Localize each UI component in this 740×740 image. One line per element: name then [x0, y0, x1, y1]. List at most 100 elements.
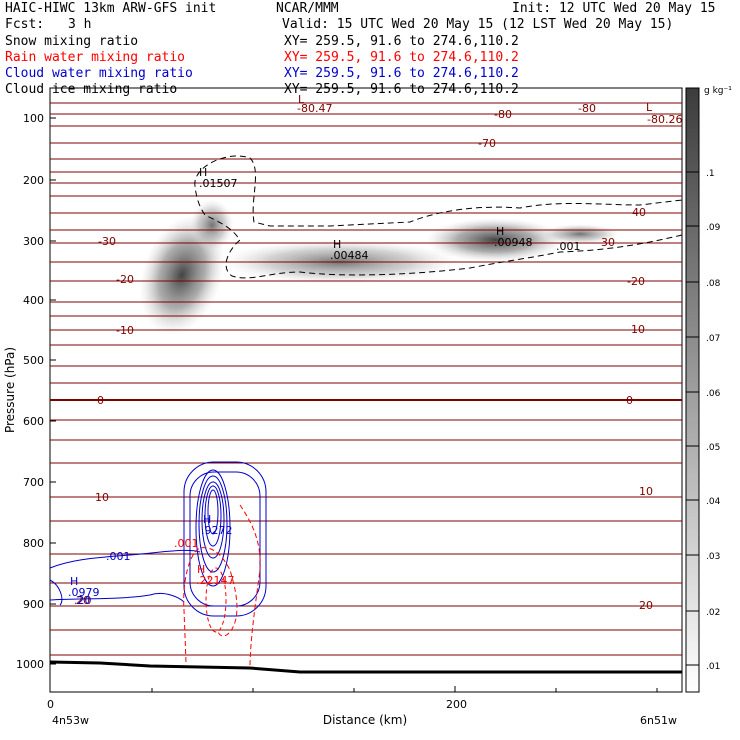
rain-max-marker: H: [197, 563, 205, 576]
model-title: HAIC-HIWC 13km ARW-GFS init: [5, 1, 217, 16]
colorbar-label: .01: [706, 662, 720, 672]
snow-shade-mid: [190, 199, 234, 251]
field-cloud-water-xy: XY= 259.5, 91.6 to 274.6,110.2: [284, 66, 519, 81]
rain-contour-inner: [205, 567, 227, 633]
snow-shade-east: [425, 218, 565, 262]
cloud-water-max-marker: H: [70, 575, 78, 588]
x-axis-title: Distance (km): [323, 713, 407, 727]
colorbar-label: .09: [706, 223, 721, 233]
y-tick-label: 300: [23, 235, 44, 248]
x-tick-label: 0: [47, 698, 54, 711]
y-tick-label: 700: [23, 476, 44, 489]
rain-contour-001: [183, 504, 261, 669]
x-start-location: 4n53w: [52, 714, 89, 727]
temp-label: 20: [639, 599, 653, 612]
cloud-water-max-value: .0979: [68, 586, 100, 599]
cloud-water-contour-label: .001: [106, 550, 131, 563]
colorbar-label: .06: [706, 389, 721, 399]
cw-contour-low: [49, 579, 63, 606]
temp-label: 0: [97, 394, 104, 407]
y-tick-label: 800: [23, 537, 44, 550]
y-tick-label: 500: [23, 354, 44, 367]
snow-contour-label: .001: [556, 240, 581, 253]
colorbar-ticks: [686, 171, 699, 666]
snow-max-marker: H: [496, 225, 504, 238]
y-tick-label: 400: [23, 294, 44, 307]
colorbar-unit: g kg⁻¹: [704, 86, 732, 96]
y-tick-label: 1000: [16, 658, 44, 671]
cw-contour-low: [49, 549, 201, 569]
x-axis: [49, 686, 658, 692]
snow-max-marker: H: [199, 166, 207, 179]
y-tick-label: 600: [23, 415, 44, 428]
snow-max-marker: H: [333, 238, 341, 251]
snow-shade-tail: [540, 224, 620, 244]
low-marker: L: [646, 101, 653, 114]
rain-max-value: .22147: [196, 574, 235, 587]
temp-label: 0: [626, 394, 633, 407]
init-time: Init: 12 UTC Wed 20 May 15: [512, 1, 716, 16]
temp-label: -70: [478, 137, 496, 150]
temp-label: -30: [98, 235, 116, 248]
cw-contour: [189, 471, 261, 607]
x-end-location: 6n51w: [640, 714, 677, 727]
temp-label: -40: [628, 206, 646, 219]
cw-contour: [207, 489, 219, 535]
colorbar-label: .05: [706, 443, 720, 453]
cloud-water-max-marker: H: [203, 513, 211, 526]
y-tick-label: 900: [23, 598, 44, 611]
terrain-line: [49, 660, 682, 674]
field-rain-xy: XY= 259.5, 91.6 to 274.6,110.2: [284, 50, 519, 65]
temp-label: -20: [116, 273, 134, 286]
colorbar-label: .07: [706, 334, 720, 344]
cloud-water-max-value: .9272: [201, 524, 233, 537]
field-cloud-water-name: Cloud water mixing ratio: [5, 66, 193, 81]
snow-shading: [139, 199, 620, 336]
temp-label: -10: [116, 324, 134, 337]
colorbar: [685, 87, 700, 693]
temp-label: -20: [627, 275, 645, 288]
cw-contour: [201, 481, 225, 559]
temperature-contours: [50, 102, 682, 656]
plot-frame: [49, 87, 683, 693]
field-snow-xy: XY= 259.5, 91.6 to 274.6,110.2: [284, 34, 519, 49]
snow-max-value: .01507: [199, 177, 238, 190]
temp-label: -80: [494, 108, 512, 121]
fcst-label: Fcst:: [5, 17, 45, 32]
cw-contour: [198, 475, 228, 573]
temp-label: -10: [627, 323, 645, 336]
y-axis-title: Pressure (hPa): [3, 347, 17, 433]
y-axis: [50, 117, 56, 665]
cw-contour: [195, 469, 231, 587]
field-snow-name: Snow mixing ratio: [5, 34, 139, 49]
temp-label: 10: [639, 485, 653, 498]
cw-contour: [204, 485, 222, 547]
y-tick-label: 100: [23, 112, 44, 125]
colorbar-label: .1: [706, 169, 715, 179]
temp-label: 20: [76, 594, 90, 607]
valid-time: Valid: 15 UTC Wed 20 May 15 (12 LST Wed …: [282, 17, 674, 32]
snow-contour-001: [194, 155, 683, 279]
colorbar-label: .08: [706, 279, 721, 289]
field-rain-name: Rain water mixing ratio: [5, 50, 186, 65]
temp-low-label: -80.26: [647, 113, 682, 126]
colorbar-label: .02: [706, 608, 720, 618]
temp-low-label: -80.47: [297, 102, 332, 115]
y-tick-label: 200: [23, 174, 44, 187]
colorbar-label: .03: [706, 552, 720, 562]
temp-label: -30: [597, 236, 615, 249]
org-label: NCAR/MMM: [276, 1, 339, 16]
cloud-water-contour-label: .20: [74, 594, 92, 607]
temperature-labels: -80.47 -80 -80 -80.26 -70 -40 -30 -30 -2…: [76, 102, 682, 612]
temp-label: -80: [578, 102, 596, 115]
fcst-value: 3 h: [68, 17, 92, 32]
cw-contour-low: [49, 592, 185, 603]
snow-max-value: .00948: [494, 236, 533, 249]
field-cloud-ice-xy: XY= 259.5, 91.6 to 274.6,110.2: [284, 82, 519, 97]
field-cloud-ice-name: Cloud ice mixing ratio: [5, 82, 178, 97]
temp-label: 10: [95, 491, 109, 504]
snow-max-value: .00484: [330, 249, 369, 262]
rain-contour-label: .001: [174, 537, 199, 550]
low-marker: L: [298, 93, 305, 106]
